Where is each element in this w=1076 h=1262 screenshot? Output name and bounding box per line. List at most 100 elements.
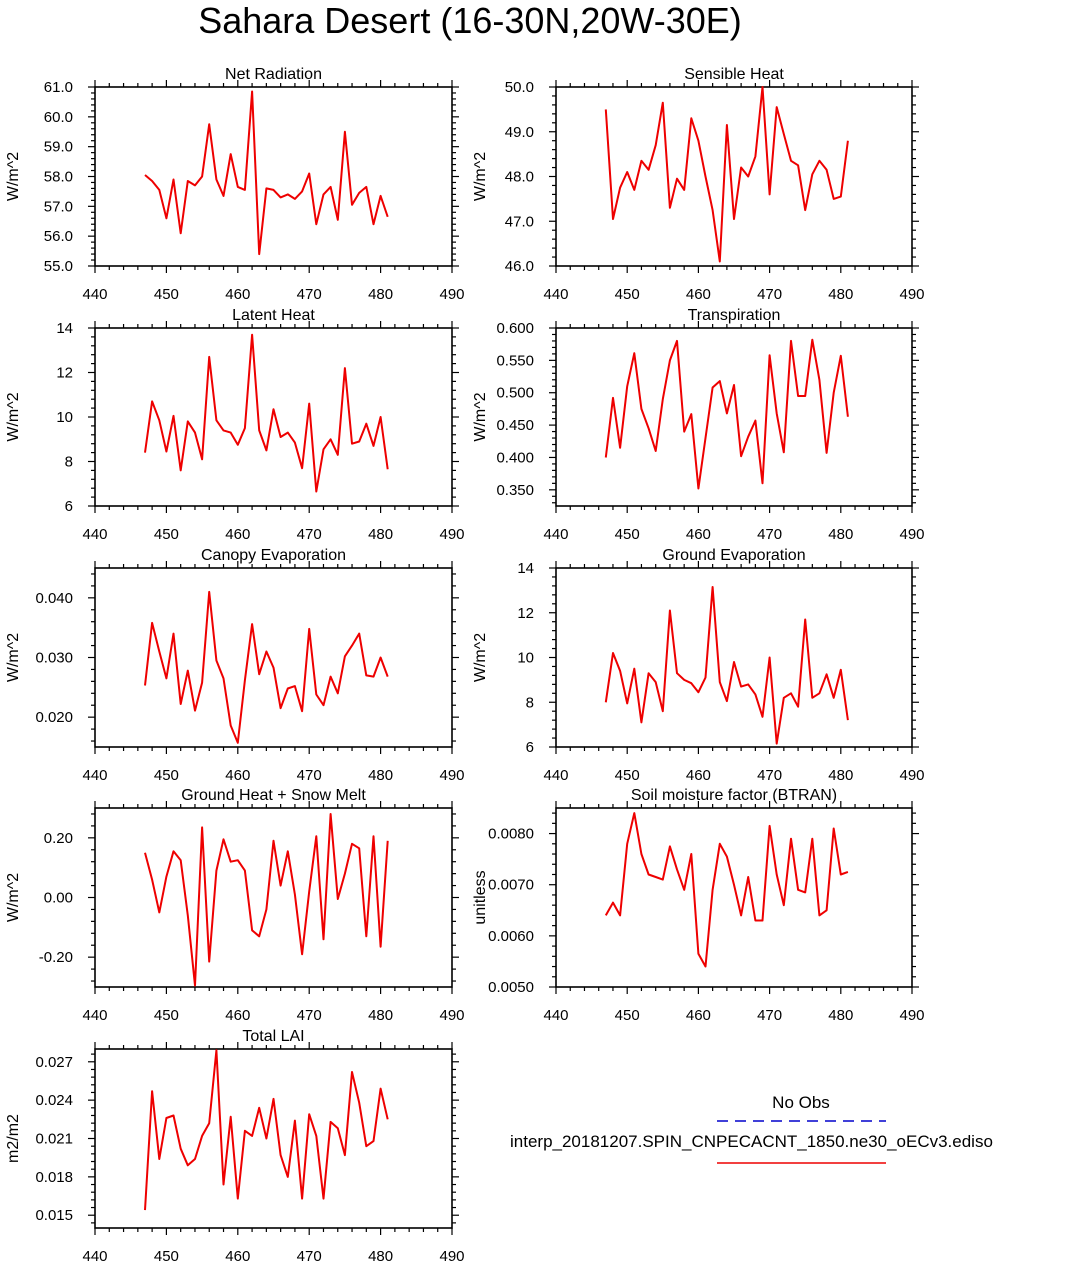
y-tick-label: 46.0 <box>505 258 534 275</box>
y-tick-label: 0.00 <box>44 890 73 907</box>
y-axis-label: W/m^2 <box>472 152 489 201</box>
y-tick-label: 0.027 <box>35 1054 73 1071</box>
y-tick-label: 57.0 <box>44 198 73 215</box>
chart-title: Canopy Evaporation <box>201 547 346 564</box>
x-tick-label: 450 <box>615 286 640 303</box>
y-tick-label: 0.550 <box>496 352 534 369</box>
y-axis-label: W/m^2 <box>5 152 22 201</box>
chart-transpiration: Transpiration 440 450 460 470 480 490 0.350 0.40… <box>472 307 925 543</box>
y-tick-label: 0.500 <box>496 385 534 402</box>
x-tick-label: 480 <box>828 286 853 303</box>
y-tick-label: 0.020 <box>35 709 73 726</box>
y-tick-label: 12 <box>56 365 73 382</box>
x-tick-label: 450 <box>154 1007 179 1024</box>
legend-model-label: interp_20181207.SPIN_CNPECACNT_1850.ne30… <box>510 1132 993 1151</box>
y-axis-label: W/m^2 <box>5 633 22 682</box>
chart-title: Ground Heat + Snow Melt <box>181 787 366 804</box>
x-tick-label: 480 <box>368 1007 393 1024</box>
y-tick-label: 8 <box>65 454 73 471</box>
x-tick-label: 460 <box>225 1007 250 1024</box>
series-line <box>144 813 389 987</box>
x-tick-label: 480 <box>368 526 393 543</box>
y-tick-label: 0.024 <box>35 1092 73 1109</box>
series-line <box>604 338 849 490</box>
x-tick-label: 490 <box>899 526 924 543</box>
x-tick-label: 470 <box>757 286 782 303</box>
y-tick-label: 0.400 <box>496 449 534 466</box>
y-tick-label: 0.030 <box>35 650 73 667</box>
x-tick-label: 440 <box>543 286 568 303</box>
y-tick-label: 0.0050 <box>488 979 534 996</box>
chart-title: Latent Heat <box>232 307 315 324</box>
series-line <box>144 1049 389 1211</box>
chart-title: Sensible Heat <box>684 66 784 83</box>
y-tick-label: 48.0 <box>505 169 534 186</box>
x-tick-label: 470 <box>297 767 322 784</box>
x-tick-label: 450 <box>615 526 640 543</box>
x-tick-label: 450 <box>154 767 179 784</box>
y-axis-label: W/m^2 <box>472 633 489 682</box>
x-tick-label: 480 <box>828 1007 853 1024</box>
plot-frame <box>555 807 913 988</box>
y-tick-label: 0.0080 <box>488 826 534 843</box>
y-tick-label: 6 <box>526 739 534 756</box>
series-line <box>144 590 389 744</box>
y-tick-label: 14 <box>56 320 73 337</box>
y-tick-label: 0.021 <box>35 1131 73 1148</box>
series-line <box>604 586 849 745</box>
x-tick-label: 450 <box>615 1007 640 1024</box>
x-tick-label: 440 <box>82 1007 107 1024</box>
x-tick-label: 440 <box>82 1248 107 1262</box>
y-tick-label: 0.20 <box>44 830 73 847</box>
series-line <box>144 90 389 256</box>
chart-title: Net Radiation <box>225 66 322 83</box>
x-tick-label: 450 <box>154 526 179 543</box>
x-tick-label: 470 <box>757 767 782 784</box>
y-tick-label: 55.0 <box>44 258 73 275</box>
y-axis-label: unitless <box>472 870 489 924</box>
y-tick-label: 14 <box>517 560 534 577</box>
x-tick-label: 440 <box>543 767 568 784</box>
plot-frame <box>94 86 453 267</box>
y-axis-label: W/m^2 <box>5 873 22 922</box>
y-tick-label: 0.350 <box>496 482 534 499</box>
x-tick-label: 480 <box>828 767 853 784</box>
x-tick-label: 470 <box>297 286 322 303</box>
plot-frame <box>555 327 913 507</box>
y-tick-label: 0.450 <box>496 417 534 434</box>
y-tick-label: 10 <box>517 650 534 667</box>
legend-obs-label: No Obs <box>772 1093 830 1112</box>
x-tick-label: 460 <box>225 526 250 543</box>
x-tick-label: 490 <box>899 1007 924 1024</box>
y-tick-label: 0.600 <box>496 320 534 337</box>
x-tick-label: 470 <box>297 1248 322 1262</box>
x-tick-label: 470 <box>757 1007 782 1024</box>
y-tick-label: 6 <box>65 498 73 515</box>
chart-title: Soil moisture factor (BTRAN) <box>631 787 837 804</box>
x-tick-label: 470 <box>297 1007 322 1024</box>
y-tick-label: 0.040 <box>35 590 73 607</box>
plot-frame <box>555 567 913 748</box>
y-tick-label: 0.018 <box>35 1169 73 1186</box>
y-tick-label: 50.0 <box>505 79 534 96</box>
y-tick-label: 61.0 <box>44 79 73 96</box>
y-tick-label: 58.0 <box>44 169 73 186</box>
x-tick-label: 450 <box>154 286 179 303</box>
chart-title: Total LAI <box>242 1028 304 1045</box>
y-tick-label: -0.20 <box>39 949 73 966</box>
chart-sensible-heat: Sensible Heat 440 450 460 470 480 490 46.0 47.0 4… <box>472 66 925 303</box>
y-tick-label: 47.0 <box>505 213 534 230</box>
x-tick-label: 490 <box>899 767 924 784</box>
x-tick-label: 460 <box>686 767 711 784</box>
x-tick-label: 490 <box>439 526 464 543</box>
x-tick-label: 460 <box>225 286 250 303</box>
x-tick-label: 460 <box>686 286 711 303</box>
x-tick-label: 480 <box>368 767 393 784</box>
x-tick-label: 440 <box>82 767 107 784</box>
y-tick-label: 0.015 <box>35 1207 73 1224</box>
y-tick-label: 0.0070 <box>488 877 534 894</box>
chart-total-lai: Total LAI 440 450 460 470 480 490 0.015 0.018 0.0… <box>5 1028 465 1262</box>
x-tick-label: 490 <box>439 286 464 303</box>
chart-title: Ground Evaporation <box>662 547 805 564</box>
